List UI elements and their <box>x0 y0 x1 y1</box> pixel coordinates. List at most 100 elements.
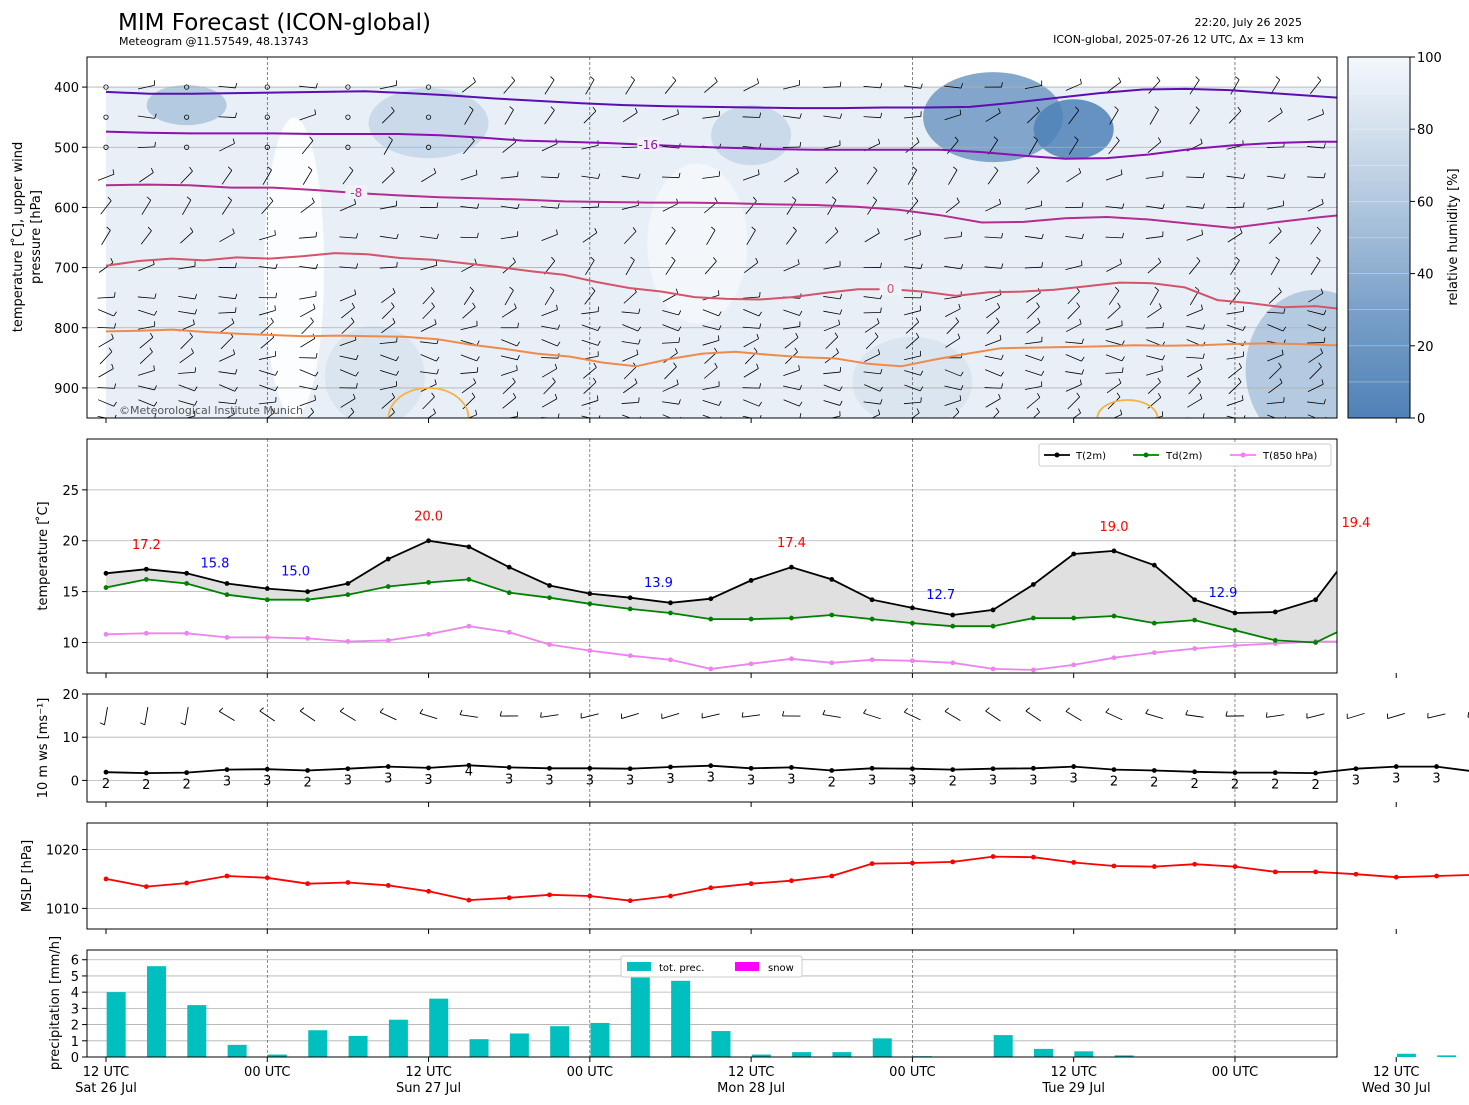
upper-wind-barb-tick <box>1323 310 1327 315</box>
ytick-label: 0 <box>71 1051 79 1066</box>
upper-wind-barb <box>541 325 558 330</box>
precipitation-bar <box>671 980 691 1057</box>
upper-wind-barb-tick <box>672 76 677 81</box>
mslp-point <box>426 888 431 894</box>
upper-wind-barb-tick <box>1195 76 1200 81</box>
surface-wind-barb-tick <box>863 708 867 714</box>
upper-wind-barb-tick <box>396 370 399 376</box>
upper-wind-barb <box>299 85 317 89</box>
upper-wind-barb-tick <box>395 356 400 361</box>
td2m-point <box>829 612 835 618</box>
upper-wind-barb <box>301 140 314 155</box>
surface-wind-barb <box>459 714 478 718</box>
upper-wind-barb <box>905 141 920 153</box>
upper-wind-barb-tick <box>315 384 319 390</box>
upper-wind-barb-tick <box>592 106 597 112</box>
upper-wind-barb <box>1226 415 1237 418</box>
upper-wind-barb <box>178 296 196 300</box>
upper-wind-barb-tick <box>799 310 803 316</box>
upper-wind-barb <box>904 310 921 316</box>
wind-speed-point <box>990 766 996 772</box>
upper-wind-barb <box>664 366 677 380</box>
upper-wind-barb <box>662 310 679 316</box>
upper-wind-barb <box>100 200 112 215</box>
upper-wind-barb <box>1147 307 1162 318</box>
t850-point <box>1111 655 1117 661</box>
ytick-label: 0 <box>71 774 79 789</box>
precipitation-bars <box>106 966 1457 1057</box>
upper-wind-barb-tick <box>189 166 193 172</box>
upper-wind-barb <box>905 321 919 334</box>
contour-8 <box>105 328 1337 368</box>
upper-wind-barb-tick <box>756 333 759 339</box>
t2m-point <box>224 581 230 586</box>
t2m-point <box>103 570 109 576</box>
upper-wind-barb-tick <box>557 341 561 347</box>
upper-wind-barb-tick <box>1278 362 1282 368</box>
temperature-series <box>103 538 1439 673</box>
upper-wind-barb <box>1429 310 1445 316</box>
upper-wind-barb <box>339 339 357 346</box>
upper-wind-barb-tick <box>960 371 964 377</box>
upper-wind-barb-tick <box>517 322 519 328</box>
upper-wind-barb <box>1072 412 1081 418</box>
upper-wind-barb <box>541 206 559 209</box>
upper-wind-barb <box>1307 401 1325 405</box>
upper-wind-barb <box>904 234 921 241</box>
rh-blob <box>368 88 489 159</box>
td2m-point <box>1151 620 1157 626</box>
mslp-point <box>1353 871 1359 877</box>
surface-wind-barb-tick <box>140 722 145 726</box>
upper-wind-barb <box>379 370 397 376</box>
upper-wind-barb-tick <box>594 227 598 233</box>
upper-wind-barb <box>621 311 639 314</box>
temperature-contours: -24-16-808 <box>105 87 1337 368</box>
upper-wind-barb <box>621 401 639 404</box>
upper-wind-barb <box>1145 355 1163 361</box>
surface-wind-barb-tick <box>180 722 186 726</box>
upper-wind-barb-tick <box>834 332 839 338</box>
beaufort-label: 2 <box>1150 775 1158 790</box>
t850-point <box>547 642 552 647</box>
upper-wind-barb-tick <box>1321 198 1324 204</box>
upper-wind-barb-tick <box>556 229 558 235</box>
upper-wind-barb-tick <box>1202 413 1205 418</box>
upper-ytick-label: 600 <box>54 201 79 216</box>
td2m-point <box>345 592 351 598</box>
upper-wind-barb-tick <box>153 401 158 407</box>
upper-wind-barb <box>1065 371 1083 375</box>
upper-wind-barb <box>137 115 155 119</box>
t850-point <box>426 631 431 637</box>
upper-wind-barb <box>823 265 841 270</box>
upper-wind-barb <box>379 385 397 391</box>
t2m-point <box>1232 610 1238 616</box>
upper-wind-barb <box>180 336 193 350</box>
upper-wind-barb-tick <box>471 392 476 398</box>
upper-wind-barb <box>864 384 881 392</box>
upper-wind-barb <box>984 355 1002 360</box>
upper-wind-barb-tick <box>190 348 194 354</box>
upper-wind-barb <box>1026 306 1040 319</box>
upper-wind-barb-tick <box>718 400 722 406</box>
surface-wind-barb-tick <box>944 707 949 712</box>
surface-wind-barb <box>1185 714 1204 718</box>
upper-wind-barb <box>742 174 760 181</box>
upper-wind-barb <box>506 416 518 418</box>
upper-wind-barb-tick <box>356 233 358 239</box>
upper-wind-barb-tick <box>1278 227 1282 232</box>
upper-wind-barb <box>785 351 798 364</box>
upper-wind-barb-tick <box>509 286 514 291</box>
precipitation-bar <box>1034 1048 1054 1057</box>
td2m-point <box>1434 617 1439 622</box>
upper-wind-barb <box>743 368 759 378</box>
upper-wind-barb-tick <box>1284 416 1287 418</box>
upper-wind-barb-tick <box>1442 168 1444 173</box>
upper-wind-barb <box>743 338 759 348</box>
upper-wind-barb <box>823 310 841 315</box>
upper-wind-barb <box>1429 173 1444 182</box>
temperature-max-label: 19.0 <box>1100 520 1129 535</box>
td2m-point <box>910 620 915 626</box>
upper-wind-barb-tick <box>1078 167 1082 173</box>
upper-wind-barb-tick <box>1445 385 1447 390</box>
wind-speed-point <box>627 766 633 772</box>
